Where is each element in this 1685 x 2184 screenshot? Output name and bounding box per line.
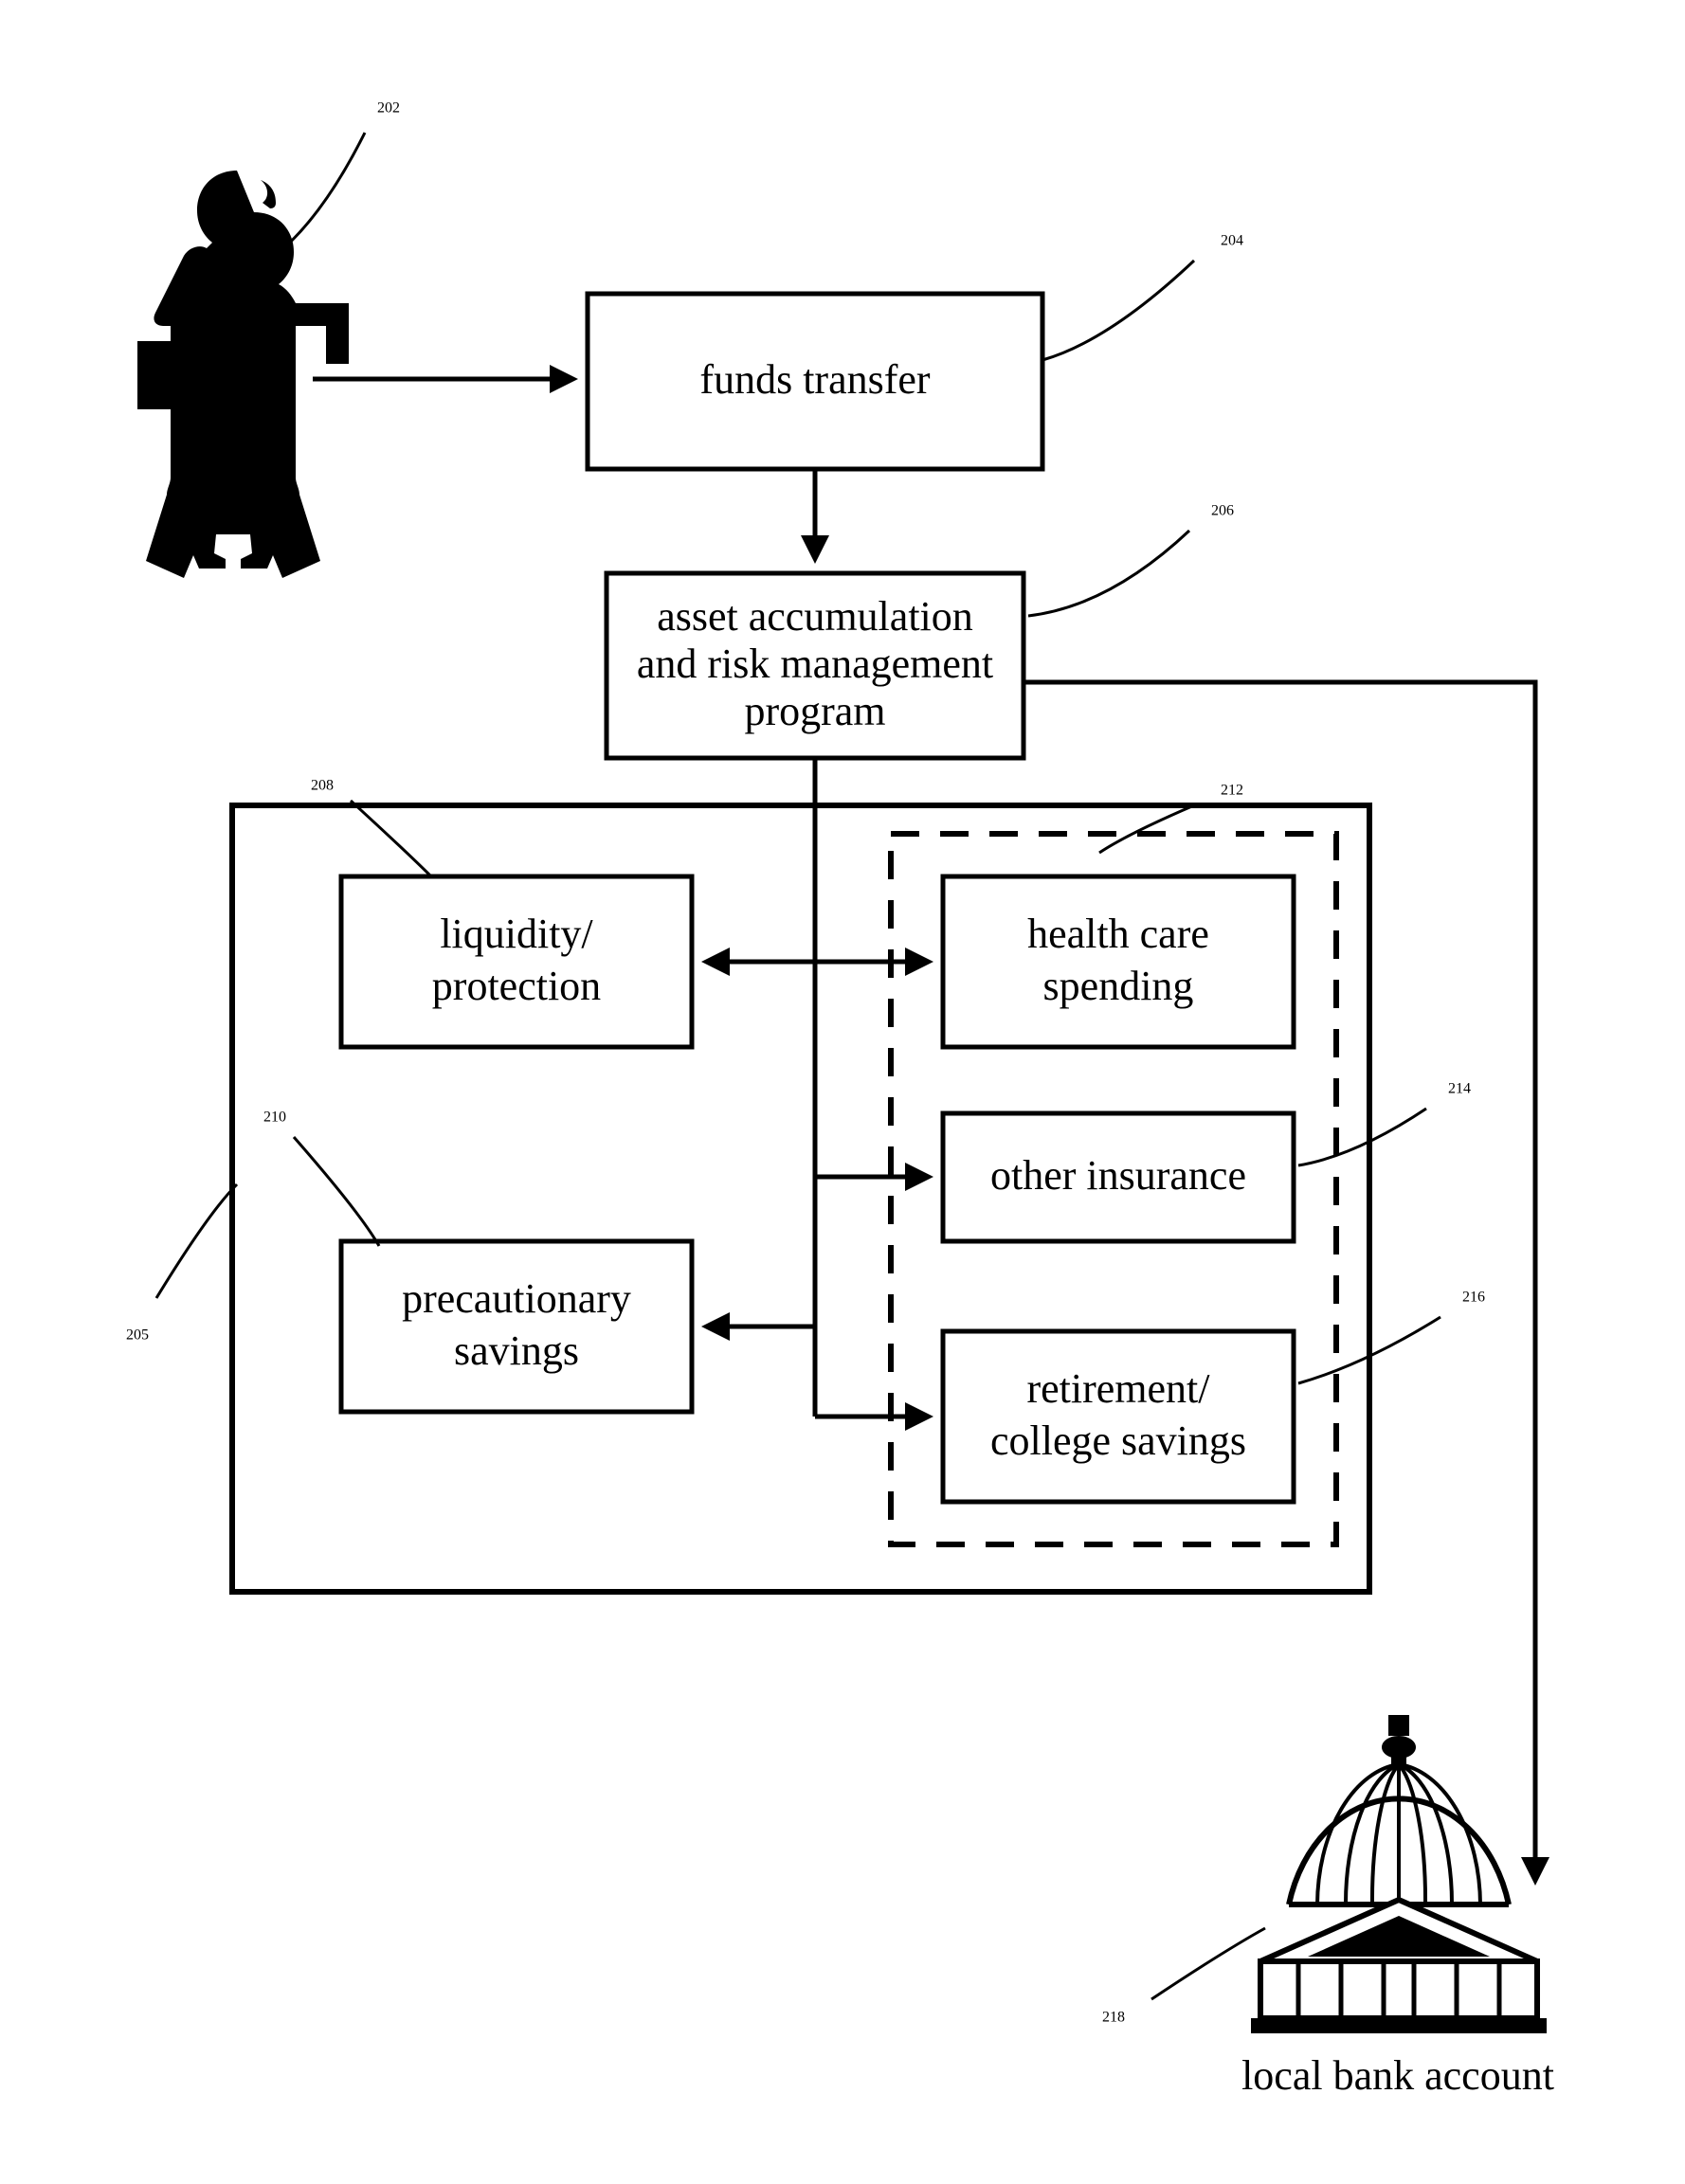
ref-205: 205 — [126, 1327, 149, 1344]
liquidity-label-1: liquidity/ — [440, 911, 593, 957]
health-label-1: health care — [1027, 911, 1209, 957]
other-insurance-label: other insurance — [990, 1152, 1246, 1199]
ref-212: 212 — [1221, 783, 1243, 799]
liquidity-box — [341, 876, 692, 1047]
ref-208: 208 — [311, 778, 334, 794]
ref-204: 204 — [1221, 233, 1243, 249]
program-label-3: program — [744, 688, 885, 734]
person-icon — [137, 171, 349, 578]
ref-202: 202 — [377, 100, 400, 117]
leader-206 — [1028, 531, 1189, 616]
precautionary-box — [341, 1241, 692, 1412]
leader-205 — [156, 1184, 237, 1298]
leader-218 — [1151, 1928, 1265, 1999]
funds-transfer-label: funds transfer — [699, 356, 930, 403]
leader-204 — [1042, 261, 1194, 360]
precautionary-label-1: precautionary — [402, 1275, 631, 1322]
bank-label: local bank account — [1241, 2052, 1554, 2099]
retirement-label-2: college savings — [990, 1417, 1246, 1464]
ref-216: 216 — [1462, 1290, 1485, 1306]
ref-206: 206 — [1211, 503, 1234, 519]
ref-218: 218 — [1102, 2010, 1125, 2026]
ref-214: 214 — [1448, 1081, 1471, 1097]
retirement-box — [943, 1331, 1294, 1502]
program-label-2: and risk management — [637, 641, 993, 687]
diagram-canvas: 202 funds transfer 204 asset accumulatio… — [0, 0, 1685, 2184]
program-label-1: asset accumulation — [657, 593, 973, 640]
ref-210: 210 — [263, 1110, 286, 1126]
bank-icon — [1251, 1715, 1547, 2033]
retirement-label-1: retirement/ — [1026, 1365, 1210, 1412]
health-care-box — [943, 876, 1294, 1047]
liquidity-label-2: protection — [432, 963, 601, 1009]
precautionary-label-2: savings — [454, 1327, 579, 1374]
health-label-2: spending — [1043, 963, 1194, 1009]
